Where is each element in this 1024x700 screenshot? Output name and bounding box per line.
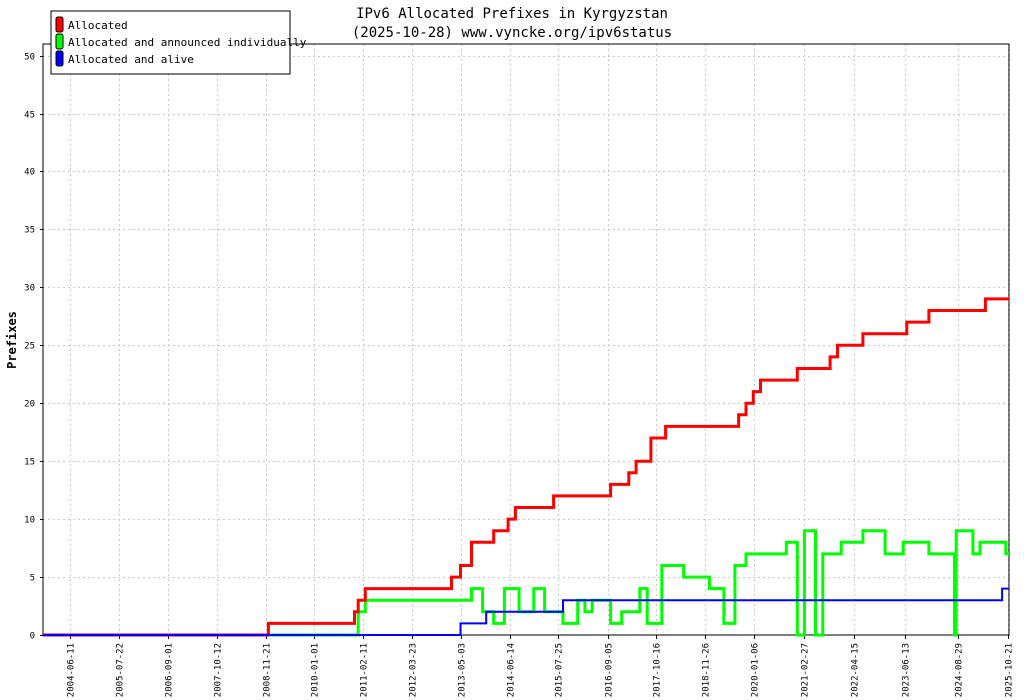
y-tick-label: 50 bbox=[24, 53, 35, 63]
x-tick-label: 2007-10-12 bbox=[214, 643, 224, 697]
x-tick-label: 2020-01-06 bbox=[751, 643, 761, 697]
x-tick-label: 2024-08-29 bbox=[955, 643, 965, 697]
series-lines bbox=[43, 297, 1009, 637]
legend-label-allocated: Allocated bbox=[68, 19, 128, 32]
x-tick-label: 2023-06-13 bbox=[902, 643, 912, 697]
legend-swatch-allocated bbox=[55, 16, 64, 33]
y-tick-label: 35 bbox=[24, 226, 35, 236]
y-tick-label: 15 bbox=[24, 458, 35, 468]
y-tick-labels: 0 5 10 15 20 25 30 35 40 45 50 bbox=[24, 53, 35, 642]
y-tick-label: 45 bbox=[24, 111, 35, 121]
y-tick-label: 5 bbox=[30, 574, 35, 584]
x-tick-label: 2018-11-26 bbox=[702, 643, 712, 697]
legend-item-alive: Allocated and alive bbox=[55, 50, 194, 67]
x-tick-label: 2015-07-25 bbox=[555, 643, 565, 697]
y-tick-label: 30 bbox=[24, 284, 35, 294]
x-tick-label: 2004-06-11 bbox=[67, 643, 77, 697]
grid bbox=[43, 44, 1009, 635]
x-tick-label: 2006-09-01 bbox=[165, 643, 175, 697]
series-line-announced bbox=[43, 529, 1009, 637]
axes bbox=[40, 43, 1010, 639]
legend-label-alive: Allocated and alive bbox=[68, 53, 194, 66]
legend-swatch-alive bbox=[55, 50, 64, 67]
series-line-allocated bbox=[43, 297, 1009, 637]
legend-swatch-announced bbox=[55, 33, 64, 50]
plot-frame bbox=[42, 43, 1010, 636]
x-tick-labels: 2004-06-11 2005-07-22 2006-09-01 2007-10-12… bbox=[67, 643, 1015, 697]
y-tick-label: 40 bbox=[24, 168, 35, 178]
y-axis-label: Prefixes bbox=[5, 311, 19, 369]
x-tick-label: 2008-11-21 bbox=[263, 643, 273, 697]
x-tick-label: 2017-10-16 bbox=[653, 643, 663, 697]
x-tick-label: 2025-10-21 bbox=[1005, 643, 1015, 697]
x-tick-label: 2021-02-27 bbox=[801, 643, 811, 697]
x-tick-label: 2016-09-05 bbox=[605, 643, 615, 697]
y-tick-label: 20 bbox=[24, 400, 35, 410]
x-tick-label: 2022-04-15 bbox=[851, 643, 861, 697]
x-tick-label: 2012-03-23 bbox=[409, 643, 419, 697]
series-line-alive bbox=[43, 587, 1009, 636]
chart-subtitle: (2025-10-28) www.vyncke.org/ipv6status bbox=[352, 25, 672, 41]
legend-item-announced: Allocated and announced individually bbox=[55, 33, 307, 50]
y-tick-label: 25 bbox=[24, 342, 35, 352]
legend: Allocated Allocated and announced indivi… bbox=[50, 10, 307, 75]
legend-box bbox=[50, 10, 291, 75]
x-tick-label: 2013-05-03 bbox=[458, 643, 468, 697]
x-tick-label: 2010-01-01 bbox=[311, 643, 321, 697]
x-tick-label: 2011-02-11 bbox=[360, 643, 370, 697]
x-tick-label: 2005-07-22 bbox=[116, 643, 126, 697]
y-tick-label: 10 bbox=[24, 516, 35, 526]
x-tick-label: 2014-06-14 bbox=[507, 643, 517, 697]
y-tick-label: 0 bbox=[30, 632, 35, 642]
chart-title: IPv6 Allocated Prefixes in Kyrgyzstan bbox=[356, 6, 668, 22]
legend-item-allocated: Allocated bbox=[55, 16, 128, 33]
legend-label-announced: Allocated and announced individually bbox=[68, 36, 307, 49]
